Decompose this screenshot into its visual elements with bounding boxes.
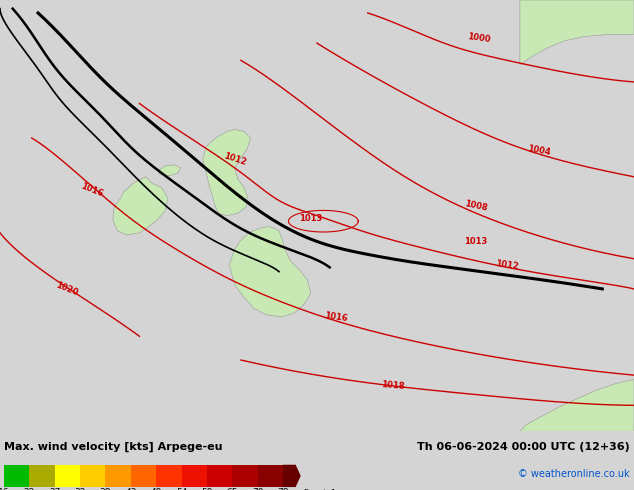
Bar	[181, 465, 207, 487]
Text: 1020: 1020	[54, 280, 79, 297]
Polygon shape	[520, 379, 634, 431]
Bar	[105, 465, 131, 487]
Text: 1018: 1018	[381, 380, 405, 391]
Text: Th 06-06-2024 00:00 UTC (12+36): Th 06-06-2024 00:00 UTC (12+36)	[417, 442, 630, 452]
Text: 1013: 1013	[464, 237, 487, 245]
Text: 70: 70	[252, 488, 263, 490]
Text: 22: 22	[23, 488, 35, 490]
Text: 65: 65	[226, 488, 238, 490]
Text: 38: 38	[100, 488, 111, 490]
Polygon shape	[203, 129, 250, 216]
Bar	[80, 465, 105, 487]
Polygon shape	[230, 226, 311, 317]
Text: © weatheronline.co.uk: © weatheronline.co.uk	[519, 469, 630, 479]
Text: 1004: 1004	[527, 145, 551, 157]
Text: 1016: 1016	[79, 181, 105, 198]
Text: 49: 49	[150, 488, 162, 490]
Text: 27: 27	[49, 488, 60, 490]
Text: 1013: 1013	[299, 214, 322, 223]
Text: 1008: 1008	[463, 199, 488, 213]
Bar	[257, 465, 283, 487]
Text: 1012: 1012	[222, 151, 247, 167]
Polygon shape	[283, 465, 301, 487]
Text: 1016: 1016	[324, 311, 348, 323]
Text: 1012: 1012	[495, 259, 519, 271]
Bar	[131, 465, 156, 487]
Bar	[207, 465, 232, 487]
Bar	[4, 465, 29, 487]
Text: 43: 43	[125, 488, 136, 490]
Bar	[29, 465, 55, 487]
Polygon shape	[158, 165, 181, 176]
Text: 59: 59	[201, 488, 212, 490]
Text: 16: 16	[0, 488, 10, 490]
Bar	[156, 465, 181, 487]
Text: 1000: 1000	[467, 32, 491, 44]
Text: 78: 78	[277, 488, 288, 490]
Bar	[55, 465, 80, 487]
Bar	[232, 465, 257, 487]
Text: 54: 54	[176, 488, 187, 490]
Text: [knots]: [knots]	[304, 488, 335, 490]
Text: 32: 32	[74, 488, 86, 490]
Polygon shape	[520, 0, 634, 65]
Polygon shape	[113, 177, 168, 235]
Text: Max. wind velocity [kts] Arpege-eu: Max. wind velocity [kts] Arpege-eu	[4, 442, 223, 452]
